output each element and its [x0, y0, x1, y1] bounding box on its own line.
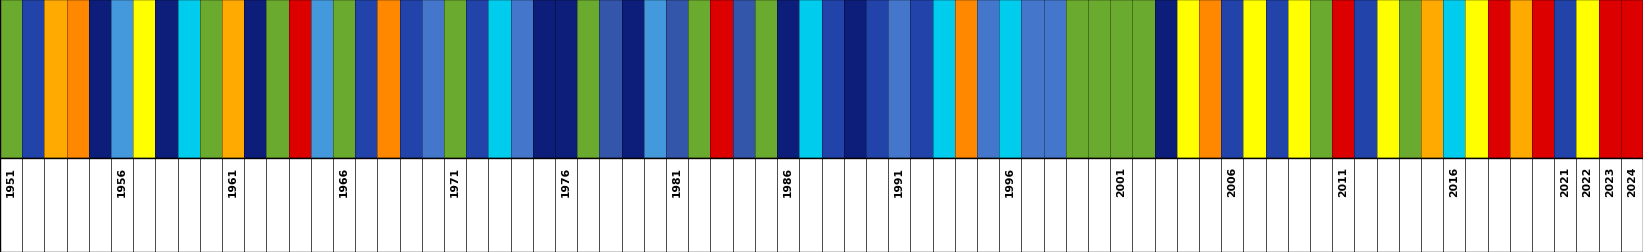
Bar: [1531, 0, 1554, 159]
Bar: [200, 0, 222, 159]
Bar: [89, 0, 112, 159]
Text: 1956: 1956: [117, 166, 127, 196]
Bar: [67, 0, 89, 159]
Bar: [1421, 0, 1443, 159]
Bar: [600, 0, 621, 159]
Text: 1951: 1951: [7, 166, 16, 196]
Bar: [754, 0, 777, 159]
Text: 2024: 2024: [1627, 166, 1636, 197]
Text: 1991: 1991: [894, 166, 904, 196]
Bar: [1221, 0, 1244, 159]
Text: 1981: 1981: [672, 166, 682, 196]
Bar: [665, 0, 688, 159]
Bar: [577, 0, 600, 159]
Bar: [1088, 0, 1111, 159]
Bar: [245, 0, 266, 159]
Bar: [845, 0, 866, 159]
Bar: [822, 0, 845, 159]
Bar: [222, 0, 245, 159]
Bar: [1377, 0, 1398, 159]
Bar: [866, 0, 889, 159]
Bar: [378, 0, 399, 159]
Bar: [999, 0, 1022, 159]
Bar: [933, 0, 955, 159]
Bar: [467, 0, 488, 159]
Bar: [488, 0, 511, 159]
Text: 2023: 2023: [1605, 166, 1615, 197]
Text: 1976: 1976: [562, 166, 572, 196]
Bar: [1510, 0, 1531, 159]
Bar: [1043, 0, 1066, 159]
Bar: [444, 0, 467, 159]
Bar: [1398, 0, 1421, 159]
Bar: [1199, 0, 1221, 159]
Bar: [1066, 0, 1088, 159]
Bar: [289, 0, 311, 159]
Text: 1966: 1966: [338, 166, 350, 196]
Bar: [1244, 0, 1265, 159]
Bar: [399, 0, 422, 159]
Bar: [1332, 0, 1354, 159]
Bar: [1487, 0, 1510, 159]
Bar: [555, 0, 577, 159]
Text: 1996: 1996: [1006, 166, 1015, 196]
Bar: [112, 0, 133, 159]
Bar: [621, 0, 644, 159]
Bar: [644, 0, 665, 159]
Bar: [889, 0, 910, 159]
Bar: [1265, 0, 1288, 159]
Bar: [688, 0, 710, 159]
Bar: [777, 0, 798, 159]
Bar: [532, 0, 555, 159]
Text: 1971: 1971: [450, 166, 460, 196]
Bar: [1309, 0, 1332, 159]
Bar: [1288, 0, 1309, 159]
Bar: [1111, 0, 1132, 159]
Bar: [1443, 0, 1466, 159]
Bar: [266, 0, 289, 159]
Bar: [133, 0, 156, 159]
Bar: [1132, 0, 1155, 159]
Bar: [1599, 0, 1620, 159]
Text: 2006: 2006: [1227, 166, 1237, 196]
Bar: [1022, 0, 1043, 159]
Bar: [733, 0, 754, 159]
Text: 2022: 2022: [1582, 166, 1592, 197]
Bar: [978, 0, 999, 159]
Text: 2001: 2001: [1116, 166, 1125, 196]
Bar: [177, 0, 200, 159]
Text: 2021: 2021: [1561, 166, 1571, 196]
Text: 1986: 1986: [784, 166, 794, 196]
Bar: [334, 0, 355, 159]
Bar: [355, 0, 378, 159]
Bar: [1620, 0, 1643, 159]
Bar: [511, 0, 532, 159]
Bar: [1466, 0, 1487, 159]
Text: 1961: 1961: [228, 166, 238, 196]
Bar: [955, 0, 978, 159]
Bar: [44, 0, 67, 159]
Bar: [1354, 0, 1377, 159]
Bar: [710, 0, 733, 159]
Bar: [1176, 0, 1199, 159]
Text: 2016: 2016: [1449, 166, 1459, 196]
Bar: [798, 0, 822, 159]
Bar: [910, 0, 933, 159]
Bar: [0, 0, 23, 159]
Bar: [422, 0, 444, 159]
Bar: [311, 0, 334, 159]
Bar: [156, 0, 177, 159]
Bar: [23, 0, 44, 159]
Bar: [1554, 0, 1576, 159]
Bar: [1155, 0, 1176, 159]
Text: 2011: 2011: [1339, 166, 1349, 196]
Bar: [1576, 0, 1599, 159]
